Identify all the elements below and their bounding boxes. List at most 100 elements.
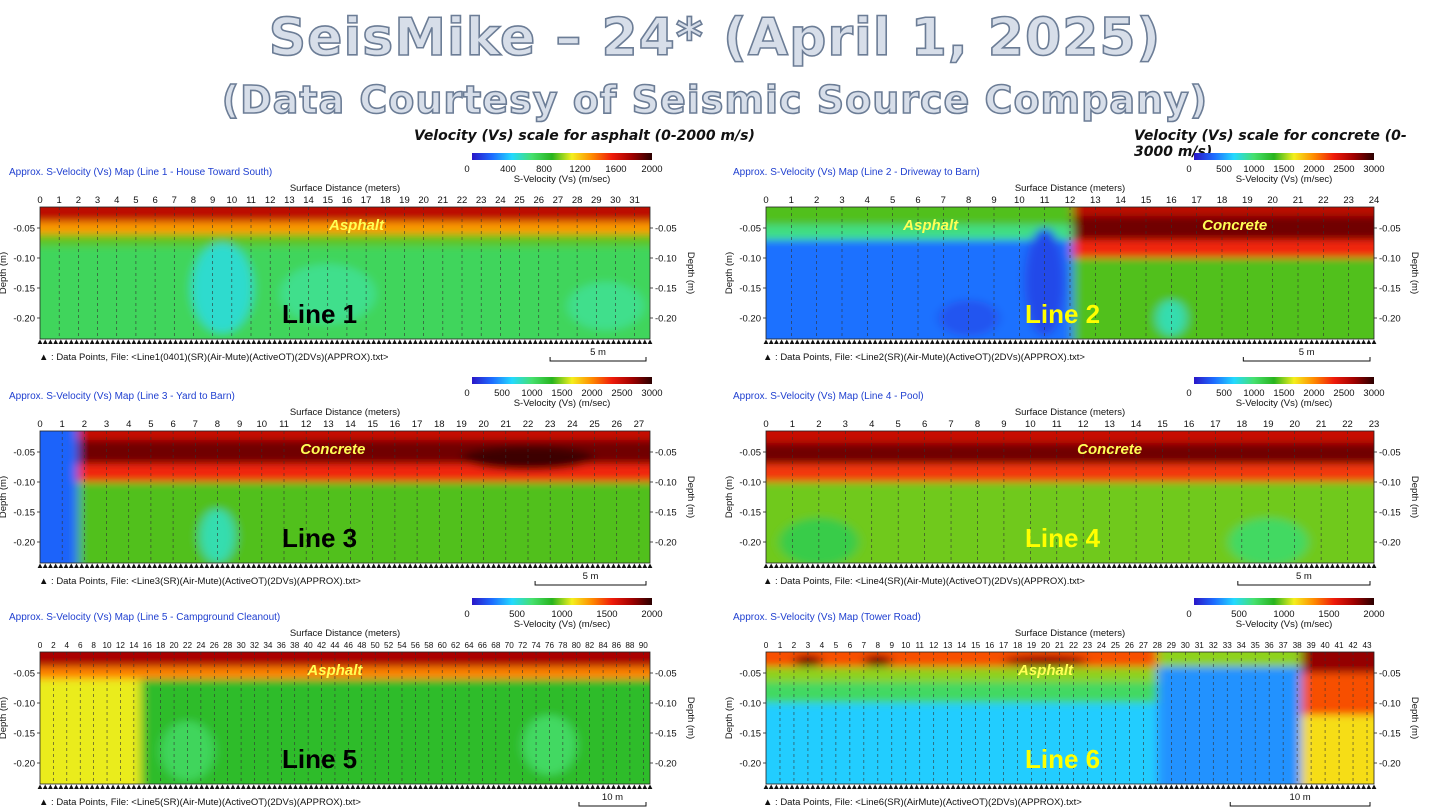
data-point-marker [794, 339, 800, 344]
data-point-marker [1340, 563, 1346, 568]
velocity-map-panel: Approx. S-Velocity (Vs) Map (Line 4 - Po… [724, 377, 1420, 587]
data-point-marker [1210, 784, 1216, 789]
y-tick-label: -0.05 [1379, 669, 1401, 680]
colorbar-tick-label: 2500 [1333, 388, 1354, 399]
line-label: Line 1 [282, 299, 357, 329]
data-point-marker [1210, 339, 1216, 344]
data-point-marker [261, 784, 267, 789]
x-axis-title: Surface Distance (meters) [1015, 407, 1125, 418]
data-point-marker [1174, 784, 1179, 789]
data-point-marker [1007, 339, 1013, 344]
data-point-marker [188, 339, 194, 344]
data-point-marker [548, 563, 554, 568]
data-point-marker [872, 784, 878, 789]
data-point-marker [1085, 339, 1091, 344]
x-tick-label: 21 [438, 195, 449, 206]
data-point-marker [204, 563, 210, 568]
x-tick-label: 30 [237, 641, 247, 650]
data-point-marker [79, 784, 85, 789]
data-point-marker [459, 563, 465, 568]
data-point-marker [1288, 563, 1294, 568]
y-tick-label: -0.15 [1379, 284, 1401, 295]
y-tick-label: -0.20 [13, 314, 35, 325]
x-tick-label: 3 [104, 419, 109, 430]
data-point-marker [1262, 784, 1268, 789]
x-tick-label: 72 [518, 641, 528, 650]
data-point-marker [1013, 339, 1018, 344]
data-point-marker [1049, 339, 1055, 344]
data-point-marker [345, 339, 351, 344]
data-point-marker [1033, 563, 1039, 568]
colorbar-tick-label: 1200 [569, 164, 590, 175]
data-point-marker [329, 339, 335, 344]
data-point-marker [1153, 784, 1159, 789]
data-point-marker [313, 784, 319, 789]
data-point-marker [976, 784, 982, 789]
data-point-marker [1090, 784, 1096, 789]
data-point-marker [1366, 339, 1372, 344]
data-point-marker [987, 784, 992, 789]
data-point-marker [773, 784, 779, 789]
y-tick-label: -0.10 [1379, 254, 1401, 265]
data-point-marker [574, 339, 580, 344]
data-point-marker [366, 339, 371, 344]
data-point-marker [94, 784, 100, 789]
data-point-marker [940, 563, 946, 568]
data-point-marker [1122, 784, 1127, 789]
x-tick-label: 11 [915, 641, 924, 650]
data-point-marker [240, 339, 246, 344]
data-point-marker [1335, 563, 1341, 568]
data-point-marker [480, 563, 486, 568]
file-footer: ▲ : Data Points, File: <Line4(SR)(Air-Mu… [763, 576, 1085, 587]
x-tick-label: 16 [1184, 419, 1195, 430]
x-tick-label: 5 [148, 419, 153, 430]
data-point-marker [914, 784, 920, 789]
x-tick-label: 6 [152, 195, 157, 206]
x-tick-label: 41 [1335, 641, 1345, 650]
data-point-marker [53, 563, 59, 568]
data-point-marker [1090, 563, 1096, 568]
x-tick-label: 16 [985, 641, 995, 650]
data-point-marker [522, 563, 528, 568]
colorbar-tick-label: 1500 [1318, 609, 1339, 620]
data-point-marker [173, 784, 178, 789]
data-point-marker [935, 563, 940, 568]
data-point-marker [470, 563, 476, 568]
data-point-marker [167, 784, 173, 789]
data-point-marker [543, 563, 549, 568]
data-point-marker [334, 339, 340, 344]
data-point-marker [491, 784, 496, 789]
data-point-marker [1262, 563, 1268, 568]
data-point-marker [532, 563, 538, 568]
data-point-marker [68, 339, 74, 344]
scale-bar [1237, 581, 1371, 586]
x-tick-label: 13 [323, 419, 334, 430]
x-tick-label: 16 [143, 641, 153, 650]
data-point-marker [1044, 784, 1050, 789]
colorbar-tick-label: 0 [464, 388, 469, 399]
x-tick-label: 1 [60, 419, 65, 430]
data-point-marker [433, 339, 439, 344]
colorbar-tick-label: 2000 [641, 609, 662, 620]
data-point-marker [501, 563, 507, 568]
x-tick-label: 17 [1210, 419, 1221, 430]
x-tick-label: 23 [1369, 419, 1380, 430]
data-point-marker [282, 784, 288, 789]
data-point-marker [1283, 784, 1289, 789]
data-point-marker [779, 563, 784, 568]
x-tick-label: 19 [1027, 641, 1037, 650]
material-label: Asphalt [306, 662, 363, 679]
data-point-marker [339, 339, 345, 344]
data-point-marker [480, 339, 486, 344]
x-tick-label: 10 [1025, 419, 1036, 430]
x-tick-label: 12 [116, 641, 126, 650]
data-point-marker [173, 339, 178, 344]
data-point-marker [277, 563, 283, 568]
data-point-marker [381, 339, 387, 344]
y-tick-label: -0.20 [1379, 314, 1401, 325]
x-tick-label: 0 [37, 419, 42, 430]
y-axis-title: Depth (m) [685, 252, 696, 294]
data-point-marker [115, 784, 121, 789]
data-point-marker [590, 563, 596, 568]
data-point-marker [412, 339, 418, 344]
